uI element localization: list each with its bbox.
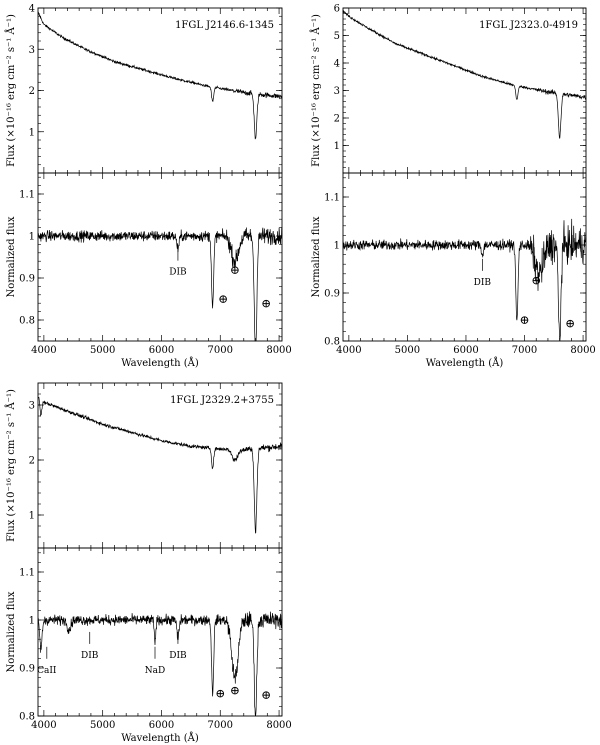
y-tick-label: 1.1 <box>19 568 35 579</box>
y-tick-label: 1 <box>29 616 35 627</box>
y-tick-label: 0.9 <box>19 274 35 285</box>
y-axis-label: Normalized flux <box>311 216 322 297</box>
x-tick-label: 6000 <box>149 345 174 356</box>
y-axis-label: Flux (×10⁻¹⁶ erg cm⁻² s⁻¹ Å⁻¹) <box>5 14 17 167</box>
y-tick-label: 4 <box>29 4 35 15</box>
y-tick-label: 1 <box>29 232 35 243</box>
y-tick-label: 1.1 <box>19 190 35 201</box>
chart-3: 1 2 3 Flux (×10⁻¹⁶ erg cm⁻² s⁻¹ Å⁻¹) 0.8 0.9 1… <box>5 382 292 744</box>
x-tick-label: 7000 <box>208 345 233 356</box>
y-tick-label: 2 <box>29 456 35 467</box>
y-tick-label: 3 <box>29 401 35 412</box>
y-tick-label: 0.8 <box>19 316 35 327</box>
x-axis-label: Wavelength (Å) <box>121 732 199 744</box>
annotation-label: ⊕ <box>261 688 271 702</box>
spectrum-line <box>37 396 283 534</box>
y-tick-label: 0.9 <box>19 664 35 675</box>
annotation-label: ⊕ <box>565 317 575 331</box>
panel-norm: 0.8 0.9 1 1.1 Normalized flux DIB ⊕ ⊕ ⊕ <box>6 172 283 342</box>
y-tick-label: 1 <box>334 141 340 152</box>
x-tick-label: 4000 <box>336 345 361 356</box>
annotation-label: ⊕ <box>531 273 541 287</box>
x-axis-label: Wavelength (Å) <box>426 357 504 369</box>
object-name: 1FGL J2146.6-1345 <box>175 20 274 31</box>
panel-frame <box>37 172 283 342</box>
y-tick-label: 4 <box>334 59 340 70</box>
panel-frame <box>37 547 283 717</box>
panel-frame <box>342 7 587 174</box>
y-tick-label: 1 <box>29 127 35 138</box>
annotation-label: ⊕ <box>519 313 529 327</box>
annotation-label: DIB <box>169 268 187 278</box>
x-tick-label: 7000 <box>512 345 537 356</box>
x-tick-label: 7000 <box>208 720 233 731</box>
panel-frame <box>342 172 587 342</box>
spectrum-line <box>37 611 283 717</box>
y-tick-label: 1 <box>334 241 340 252</box>
annotation-label: NaD <box>145 666 165 676</box>
x-tick-label: 8000 <box>266 345 291 356</box>
x-tick-label: 5000 <box>90 720 115 731</box>
y-tick-label: 2 <box>334 114 340 125</box>
panel-frame <box>37 382 283 549</box>
x-tick-label: 6000 <box>149 720 174 731</box>
y-tick-label: 3 <box>334 86 340 97</box>
x-tick-label: 5000 <box>395 345 420 356</box>
spectrum-line <box>37 11 283 140</box>
y-tick-label: 0.8 <box>324 337 340 348</box>
annotation-label: ⊕ <box>218 292 228 306</box>
panel-norm: 0.8 0.9 1 1.1 Normalized flux DIB ⊕ ⊕ ⊕ <box>311 172 587 348</box>
y-tick-label: 1 <box>29 511 35 522</box>
object-name: 1FGL J2323.0-4919 <box>479 20 578 31</box>
y-tick-label: 6 <box>334 4 340 15</box>
spectrum-line <box>342 10 587 139</box>
spectrum-line <box>342 218 587 342</box>
annotation-label: DIB <box>81 651 99 661</box>
x-tick-label: 8000 <box>266 720 291 731</box>
y-axis-label: Normalized flux <box>6 216 17 297</box>
x-tick-label: 5000 <box>90 345 115 356</box>
annotation-label: ⊕ <box>215 686 225 700</box>
y-tick-label: 1.1 <box>324 193 340 204</box>
y-tick-label: 0.8 <box>19 712 35 723</box>
annotation-label: ⊕ <box>261 296 271 310</box>
spectrum-line <box>37 227 283 342</box>
x-tick-label: 4000 <box>31 345 56 356</box>
y-axis-label: Flux (×10⁻¹⁶ erg cm⁻² s⁻¹ Å⁻¹) <box>5 389 17 542</box>
x-axis-label: Wavelength (Å) <box>121 357 199 369</box>
annotation-label: CaII <box>37 666 57 676</box>
panel-flux: 1 2 3 Flux (×10⁻¹⁶ erg cm⁻² s⁻¹ Å⁻¹) <box>5 382 283 549</box>
x-tick-label: 8000 <box>570 345 595 356</box>
y-tick-label: 3 <box>29 45 35 56</box>
panel-norm: 0.8 0.9 1 1.1 Normalized flux CaII DIB NaD DIB ⊕ ⊕… <box>6 547 283 723</box>
panel-frame <box>37 7 283 174</box>
y-axis-label: Flux (×10⁻¹⁶ erg cm⁻² s⁻¹ Å⁻¹) <box>310 14 322 167</box>
annotation-label: ⊕ <box>230 683 240 697</box>
annotation-label: DIB <box>474 278 492 288</box>
y-tick-label: 2 <box>29 86 35 97</box>
y-axis-label: Normalized flux <box>6 591 17 672</box>
annotation-label: DIB <box>169 651 187 661</box>
y-tick-label: 0.9 <box>324 289 340 300</box>
chart-1: 1 2 3 4 Flux (×10⁻¹⁶ erg cm⁻² s⁻¹ Å⁻¹) 0.8 0.9… <box>5 4 292 370</box>
object-name: 1FGL J2329.2+3755 <box>170 395 274 406</box>
y-tick-label: 5 <box>334 31 340 42</box>
x-tick-label: 4000 <box>31 720 56 731</box>
x-tick-label: 6000 <box>453 345 478 356</box>
annotation-label: ⊕ <box>230 263 240 277</box>
